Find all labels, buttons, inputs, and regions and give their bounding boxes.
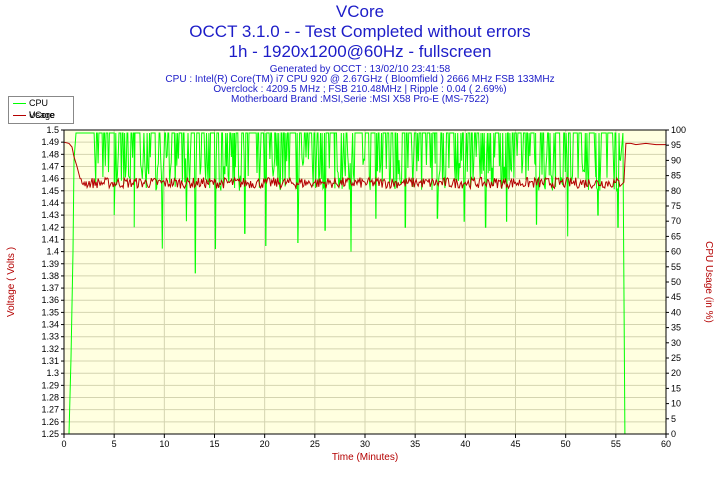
- y-right-tick-label: 60: [671, 247, 681, 257]
- cpu-info: CPU : Intel(R) Core(TM) i7 CPU 920 @ 2.6…: [165, 74, 555, 85]
- y-left-tick-label: 1.34: [41, 320, 59, 330]
- x-tick-label: 35: [410, 439, 420, 449]
- y-right-tick-label: 65: [671, 231, 681, 241]
- x-tick-label: 60: [661, 439, 671, 449]
- legend-label-cpu-usage: CPU Usage: [29, 98, 56, 120]
- motherboard-info: Motherboard Brand :MSI,Serie :MSI X58 Pr…: [231, 94, 489, 105]
- y-right-tick-label: 75: [671, 201, 681, 211]
- chart-header: VCore OCCT 3.1.0 - - Test Completed with…: [0, 0, 720, 105]
- y-left-tick-label: 1.37: [41, 283, 59, 293]
- x-tick-label: 20: [260, 439, 270, 449]
- y-right-tick-label: 50: [671, 277, 681, 287]
- y-left-axis-title: Voltage ( Volts ): [6, 247, 17, 317]
- y-right-tick-label: 20: [671, 368, 681, 378]
- y-left-tick-label: 1.46: [41, 174, 59, 184]
- y-left-tick-label: 1.3: [46, 368, 59, 378]
- y-left-tick-label: 1.27: [41, 405, 59, 415]
- overclock-info: Overclock : 4209.5 MHz ; FSB 210.48MHz |…: [213, 84, 507, 95]
- y-right-tick-label: 40: [671, 307, 681, 317]
- legend-item-vcore: VCore: [9, 109, 73, 121]
- y-left-tick-label: 1.5: [46, 125, 59, 135]
- y-right-tick-label: 10: [671, 399, 681, 409]
- y-left-tick-label: 1.45: [41, 186, 59, 196]
- x-tick-label: 50: [561, 439, 571, 449]
- y-left-tick-label: 1.41: [41, 234, 59, 244]
- y-right-tick-label: 0: [671, 429, 676, 439]
- y-left-tick-label: 1.43: [41, 210, 59, 220]
- axis-layer: 0 5 10 15 20 25 30 35 40 45 50 55 601.51.491.481.471…: [6, 125, 714, 463]
- chart-title: VCore: [335, 2, 385, 21]
- x-tick-label: 0: [61, 439, 66, 449]
- legend-swatch-vcore: [13, 115, 26, 116]
- chart-subtitle-settings: 1h - 1920x1200@60Hz - fullscreen: [228, 42, 492, 61]
- x-tick-label: 45: [510, 439, 520, 449]
- y-right-tick-label: 45: [671, 292, 681, 302]
- y-left-tick-label: 1.4: [46, 247, 59, 257]
- y-left-tick-label: 1.44: [41, 198, 59, 208]
- y-right-tick-label: 15: [671, 383, 681, 393]
- y-right-axis-title: CPU Usage (in %): [703, 241, 714, 323]
- x-tick-label: 25: [310, 439, 320, 449]
- y-right-tick-label: 70: [671, 216, 681, 226]
- y-left-tick-label: 1.49: [41, 137, 59, 147]
- y-left-tick-label: 1.26: [41, 417, 59, 427]
- y-left-tick-label: 1.47: [41, 161, 59, 171]
- y-left-tick-label: 1.28: [41, 393, 59, 403]
- y-right-tick-label: 80: [671, 186, 681, 196]
- y-left-tick-label: 1.38: [41, 271, 59, 281]
- y-left-tick-label: 1.35: [41, 307, 59, 317]
- generated-info: Generated by OCCT : 13/02/10 23:41:58: [269, 64, 451, 75]
- legend-swatch-cpu-usage: [13, 103, 26, 104]
- y-right-tick-label: 100: [671, 125, 686, 135]
- y-left-tick-label: 1.39: [41, 259, 59, 269]
- y-left-tick-label: 1.33: [41, 332, 59, 342]
- y-left-tick-label: 1.29: [41, 380, 59, 390]
- y-right-tick-label: 35: [671, 323, 681, 333]
- x-tick-label: 10: [159, 439, 169, 449]
- y-right-tick-label: 55: [671, 262, 681, 272]
- chart-subtitle-status: OCCT 3.1.0 - - Test Completed without er…: [189, 22, 531, 41]
- x-tick-label: 55: [611, 439, 621, 449]
- y-left-tick-label: 1.48: [41, 149, 59, 159]
- y-left-tick-label: 1.32: [41, 344, 59, 354]
- legend-item-cpu-usage: CPU Usage: [9, 97, 73, 120]
- x-tick-label: 5: [112, 439, 117, 449]
- y-right-tick-label: 90: [671, 155, 681, 165]
- y-left-tick-label: 1.36: [41, 295, 59, 305]
- y-right-tick-label: 95: [671, 140, 681, 150]
- x-tick-label: 15: [209, 439, 219, 449]
- y-right-tick-label: 5: [671, 414, 676, 424]
- y-left-tick-label: 1.31: [41, 356, 59, 366]
- x-tick-label: 40: [460, 439, 470, 449]
- x-axis-title: Time (Minutes): [332, 452, 398, 463]
- legend-label-vcore: VCore: [29, 110, 55, 120]
- y-right-tick-label: 85: [671, 171, 681, 181]
- legend: CPU Usage VCore: [8, 96, 74, 124]
- y-right-tick-label: 25: [671, 353, 681, 363]
- y-left-tick-label: 1.42: [41, 222, 59, 232]
- y-left-tick-label: 1.25: [41, 429, 59, 439]
- x-tick-label: 30: [360, 439, 370, 449]
- series-layer: [63, 132, 666, 435]
- series-cpu-usage-line: [64, 132, 666, 435]
- y-right-tick-label: 30: [671, 338, 681, 348]
- series-vcore-line: [63, 141, 666, 191]
